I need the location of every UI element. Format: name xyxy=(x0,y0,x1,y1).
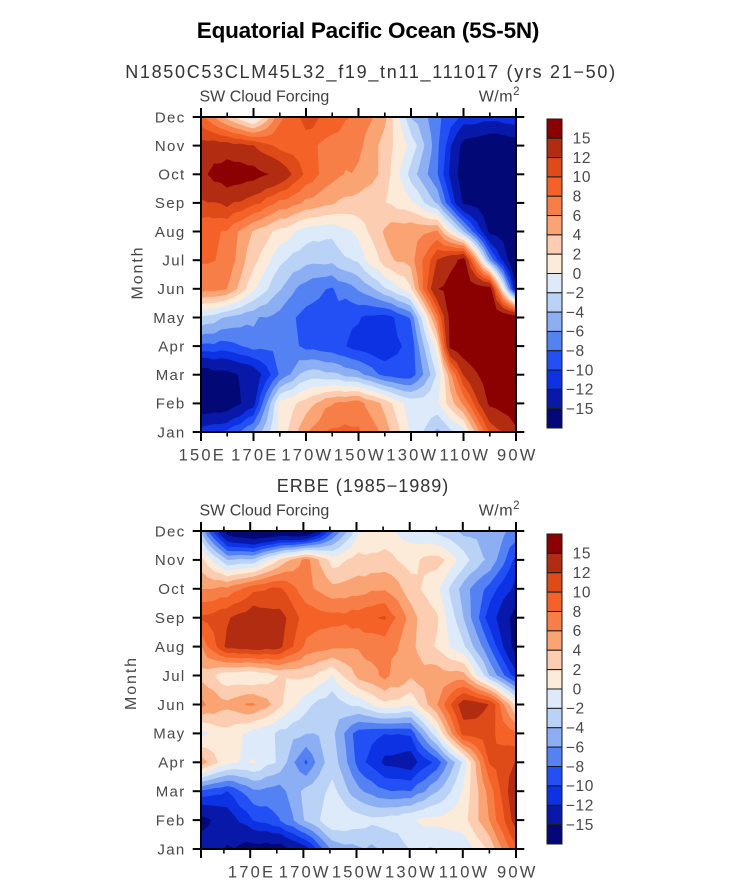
svg-text:90W: 90W xyxy=(497,447,538,465)
svg-text:Apr: Apr xyxy=(158,338,185,355)
svg-text:Jan: Jan xyxy=(157,841,185,858)
svg-text:170E: 170E xyxy=(228,864,275,882)
svg-text:130W: 130W xyxy=(386,447,438,465)
svg-text:W/m2: W/m2 xyxy=(479,86,520,106)
svg-text:8: 8 xyxy=(573,189,582,206)
svg-text:SW Cloud Forcing: SW Cloud Forcing xyxy=(200,89,330,106)
svg-text:Month: Month xyxy=(130,246,147,300)
svg-text:Jul: Jul xyxy=(162,253,185,270)
svg-text:Equatorial Pacific Ocean (5S-5: Equatorial Pacific Ocean (5S-5N) xyxy=(197,18,539,43)
svg-text:Sep: Sep xyxy=(155,610,186,627)
svg-text:Nov: Nov xyxy=(155,138,186,155)
svg-text:6: 6 xyxy=(573,623,582,640)
svg-text:6: 6 xyxy=(573,208,582,225)
svg-text:Apr: Apr xyxy=(158,755,185,772)
svg-text:Mar: Mar xyxy=(156,784,186,801)
svg-text:Oct: Oct xyxy=(158,167,185,184)
svg-text:Jun: Jun xyxy=(157,697,185,714)
svg-text:10: 10 xyxy=(573,584,592,601)
svg-text:130W: 130W xyxy=(385,864,437,882)
svg-text:12: 12 xyxy=(573,565,592,582)
svg-text:−15: −15 xyxy=(566,817,594,834)
svg-text:−4: −4 xyxy=(566,720,585,737)
svg-text:−10: −10 xyxy=(566,778,594,795)
svg-text:Feb: Feb xyxy=(156,812,186,829)
svg-text:110W: 110W xyxy=(439,864,490,882)
svg-text:−10: −10 xyxy=(566,362,594,379)
svg-text:Jan: Jan xyxy=(157,424,185,441)
svg-text:−8: −8 xyxy=(566,343,585,360)
svg-text:Jul: Jul xyxy=(162,668,185,685)
svg-text:170W: 170W xyxy=(279,864,331,882)
svg-text:0: 0 xyxy=(573,681,582,698)
svg-text:12: 12 xyxy=(573,150,592,167)
svg-text:Sep: Sep xyxy=(155,195,186,212)
svg-text:Dec: Dec xyxy=(155,109,186,126)
svg-text:8: 8 xyxy=(573,604,582,621)
svg-text:15: 15 xyxy=(573,131,592,148)
svg-text:−12: −12 xyxy=(566,798,594,815)
svg-text:Dec: Dec xyxy=(155,523,186,540)
svg-text:15: 15 xyxy=(573,546,592,563)
svg-text:−8: −8 xyxy=(566,759,585,776)
svg-text:150W: 150W xyxy=(332,864,384,882)
svg-text:0: 0 xyxy=(573,266,582,283)
svg-text:Aug: Aug xyxy=(155,639,186,656)
svg-text:−6: −6 xyxy=(566,324,585,341)
svg-text:4: 4 xyxy=(573,643,582,660)
svg-text:150E: 150E xyxy=(179,447,226,465)
svg-text:110W: 110W xyxy=(439,447,490,465)
svg-text:Oct: Oct xyxy=(158,581,185,598)
svg-text:May: May xyxy=(153,726,185,743)
svg-text:−2: −2 xyxy=(566,701,585,718)
svg-text:Mar: Mar xyxy=(156,367,186,384)
svg-text:May: May xyxy=(153,310,185,327)
svg-text:2: 2 xyxy=(573,662,582,679)
svg-text:Month: Month xyxy=(123,656,140,710)
svg-text:ERBE (1985−1989): ERBE (1985−1989) xyxy=(277,476,450,496)
svg-text:Aug: Aug xyxy=(155,224,186,241)
svg-text:170E: 170E xyxy=(231,447,278,465)
svg-text:Jun: Jun xyxy=(157,281,185,298)
svg-text:−2: −2 xyxy=(566,285,585,302)
svg-text:2: 2 xyxy=(573,247,582,264)
svg-text:−15: −15 xyxy=(566,401,594,418)
svg-text:90W: 90W xyxy=(497,864,538,882)
svg-text:N1850C53CLM45L32_f19_tn11_1110: N1850C53CLM45L32_f19_tn11_111017 (yrs 21… xyxy=(125,62,617,83)
svg-text:−6: −6 xyxy=(566,739,585,756)
svg-text:Nov: Nov xyxy=(155,552,186,569)
svg-text:W/m2: W/m2 xyxy=(479,500,520,520)
svg-text:4: 4 xyxy=(573,227,582,244)
svg-text:170W: 170W xyxy=(281,447,333,465)
svg-text:SW Cloud Forcing: SW Cloud Forcing xyxy=(200,503,330,520)
svg-text:10: 10 xyxy=(573,169,592,186)
svg-text:−12: −12 xyxy=(566,382,594,399)
svg-text:150W: 150W xyxy=(334,447,386,465)
svg-text:−4: −4 xyxy=(566,304,585,321)
svg-text:Feb: Feb xyxy=(156,396,186,413)
